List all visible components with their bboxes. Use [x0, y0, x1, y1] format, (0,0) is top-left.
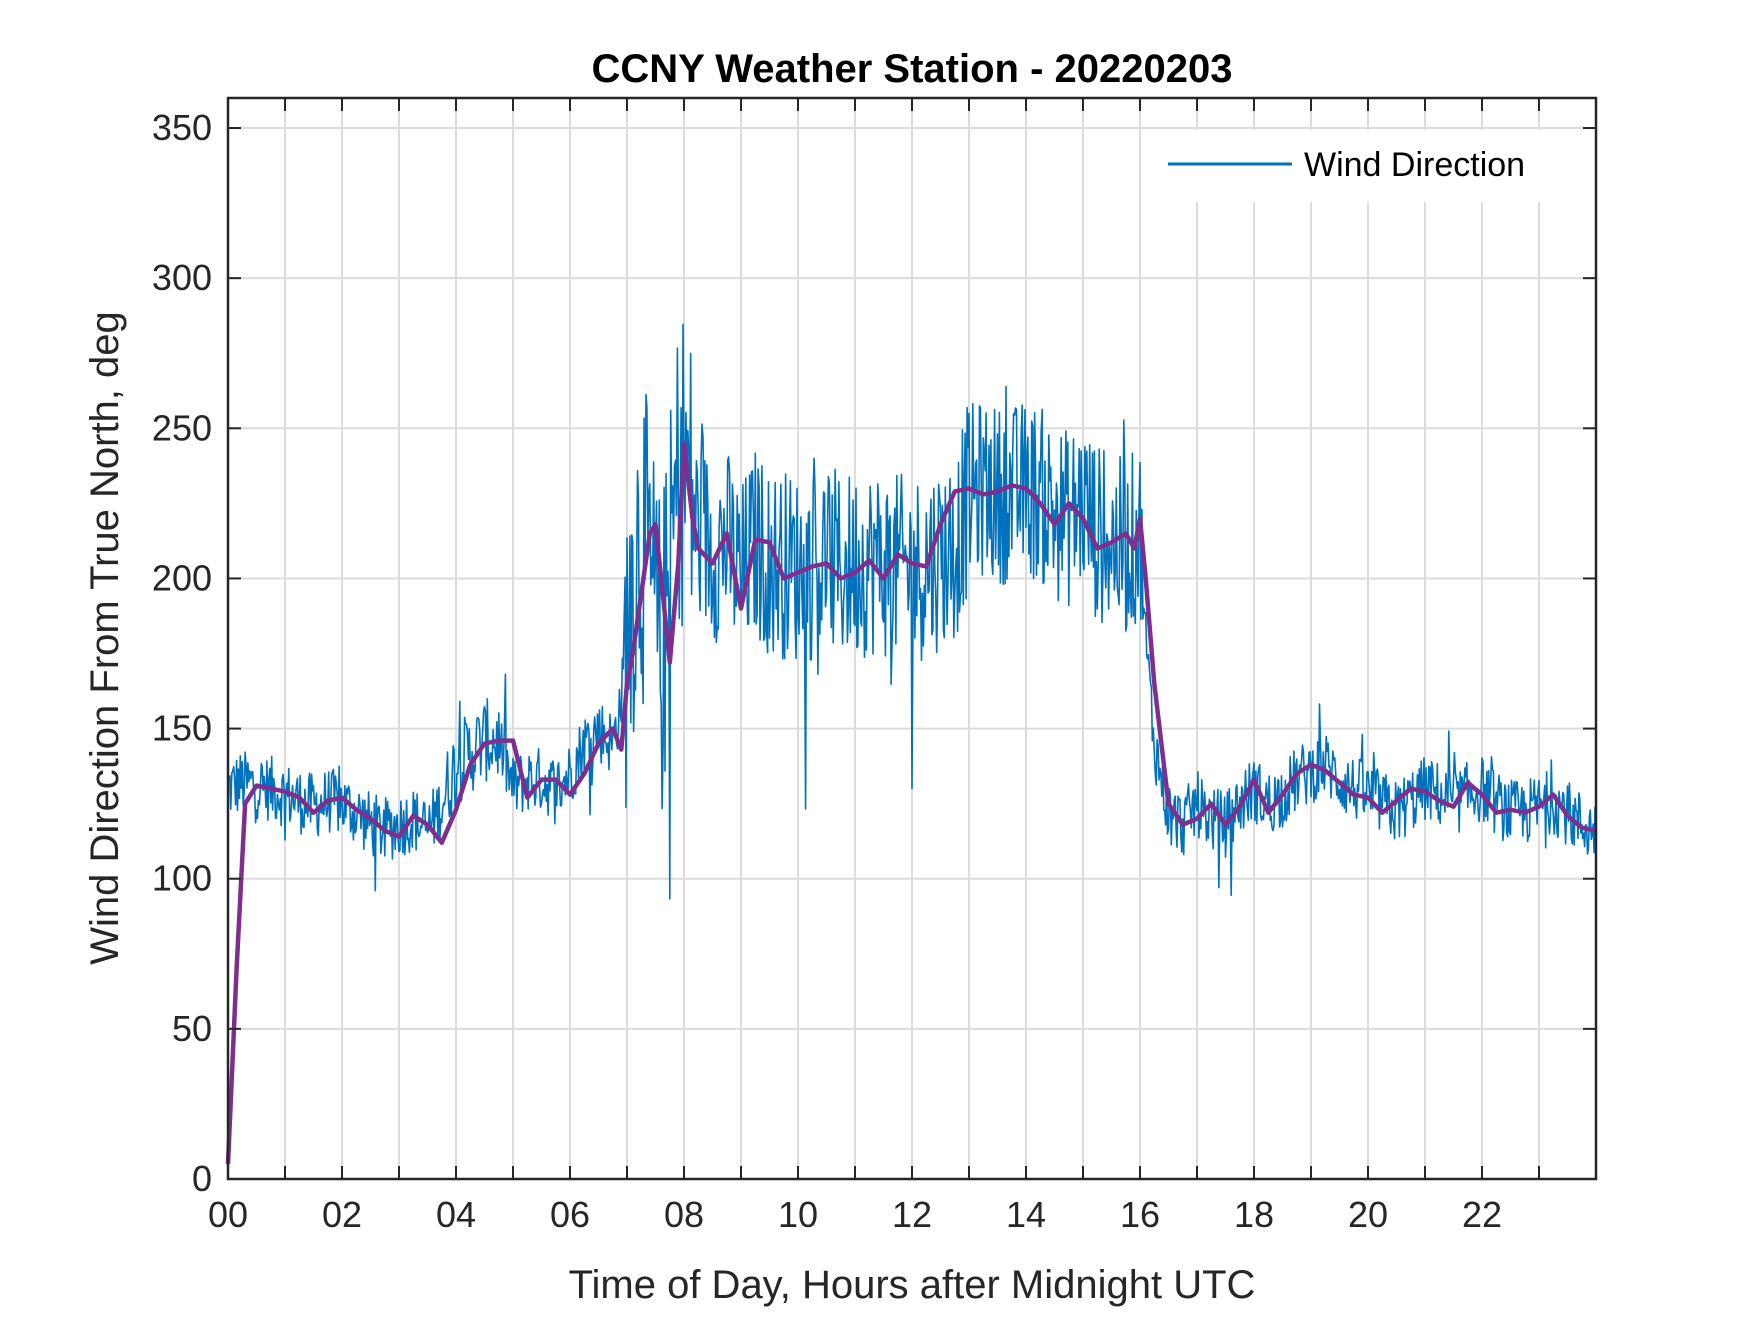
legend-label-wind-direction: Wind Direction	[1304, 146, 1525, 184]
x-tick-label: 08	[664, 1194, 704, 1235]
x-tick-label: 04	[436, 1194, 476, 1235]
y-tick-label: 0	[192, 1158, 212, 1199]
series-group	[225, 323, 1597, 1165]
tick-marks	[227, 98, 1597, 1180]
chart-title: CCNY Weather Station - 20220203	[592, 47, 1233, 91]
y-tick-label: 150	[152, 708, 212, 749]
tick-labels: 00 02 04 06 08 10 12 14 16 18 20 22 0 50 100 150 200 250 3…	[152, 107, 1502, 1235]
x-tick-label: 10	[778, 1194, 818, 1235]
x-tick-label: 02	[322, 1194, 362, 1235]
y-tick-label: 50	[172, 1008, 212, 1049]
x-tick-label: 22	[1462, 1194, 1502, 1235]
x-tick-label: 20	[1348, 1194, 1388, 1235]
y-tick-label: 100	[152, 858, 212, 899]
y-tick-label: 250	[152, 407, 212, 448]
x-tick-label: 14	[1006, 1194, 1046, 1235]
x-tick-label: 12	[892, 1194, 932, 1235]
y-axis-label: Wind Direction From True North, deg	[83, 311, 127, 965]
y-tick-label: 200	[152, 557, 212, 598]
x-tick-label: 06	[550, 1194, 590, 1235]
y-tick-label: 350	[152, 107, 212, 148]
legend-box	[1150, 130, 1584, 202]
y-tick-label: 300	[152, 257, 212, 298]
x-tick-label: 00	[208, 1194, 248, 1235]
x-axis-label: Time of Day, Hours after Midnight UTC	[569, 1263, 1256, 1307]
legend: Wind Direction	[1150, 130, 1584, 202]
x-tick-label: 18	[1234, 1194, 1274, 1235]
series-line-smoothed	[225, 441, 1597, 1165]
x-tick-label: 16	[1120, 1194, 1160, 1235]
